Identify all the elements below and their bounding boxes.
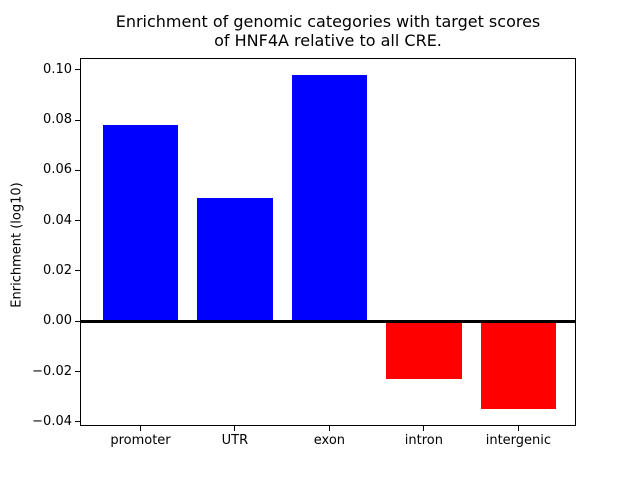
y-tick-label: 0.08 <box>43 112 72 128</box>
x-tick-label-promoter: promoter <box>110 433 171 448</box>
bar-UTR <box>197 198 273 322</box>
y-tick-label: 0.06 <box>43 162 72 178</box>
chart-title: Enrichment of genomic categories with ta… <box>115 12 541 50</box>
y-tick-mark <box>75 320 80 322</box>
y-tick-label: 0.10 <box>43 61 72 77</box>
x-tick-label-intron: intron <box>404 433 443 448</box>
bar-exon <box>291 74 368 322</box>
y-tick-label: −0.02 <box>32 363 72 379</box>
x-tick-mark <box>328 426 330 431</box>
y-tick-label: 0.00 <box>43 313 72 329</box>
y-tick-label: 0.04 <box>43 212 72 228</box>
y-axis-label: Enrichment (log10) <box>9 182 25 308</box>
x-tick-mark <box>423 426 425 431</box>
x-tick-label-intergenic: intergenic <box>485 433 552 448</box>
x-tick-label-UTR: UTR <box>221 433 249 448</box>
x-tick-label-exon: exon <box>313 433 346 448</box>
y-tick-mark <box>75 220 80 222</box>
bar-intergenic <box>480 321 557 410</box>
y-tick-mark <box>75 119 80 121</box>
y-tick-mark <box>75 371 80 372</box>
y-tick-mark <box>75 270 80 272</box>
x-tick-mark <box>234 426 236 431</box>
y-tick-mark <box>75 169 80 171</box>
bar-intron <box>386 321 462 379</box>
y-tick-mark <box>75 421 80 423</box>
y-tick-mark <box>75 69 80 71</box>
y-tick-label: 0.02 <box>43 262 72 278</box>
x-tick-mark <box>140 426 141 431</box>
y-tick-label: −0.04 <box>32 413 72 429</box>
zero-line <box>80 319 576 323</box>
x-tick-mark <box>517 426 519 431</box>
bar-promoter <box>102 125 179 322</box>
